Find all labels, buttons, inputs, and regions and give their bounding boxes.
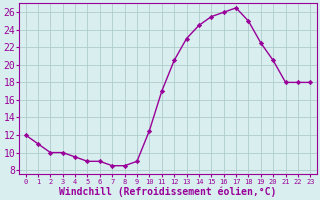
X-axis label: Windchill (Refroidissement éolien,°C): Windchill (Refroidissement éolien,°C): [59, 186, 277, 197]
